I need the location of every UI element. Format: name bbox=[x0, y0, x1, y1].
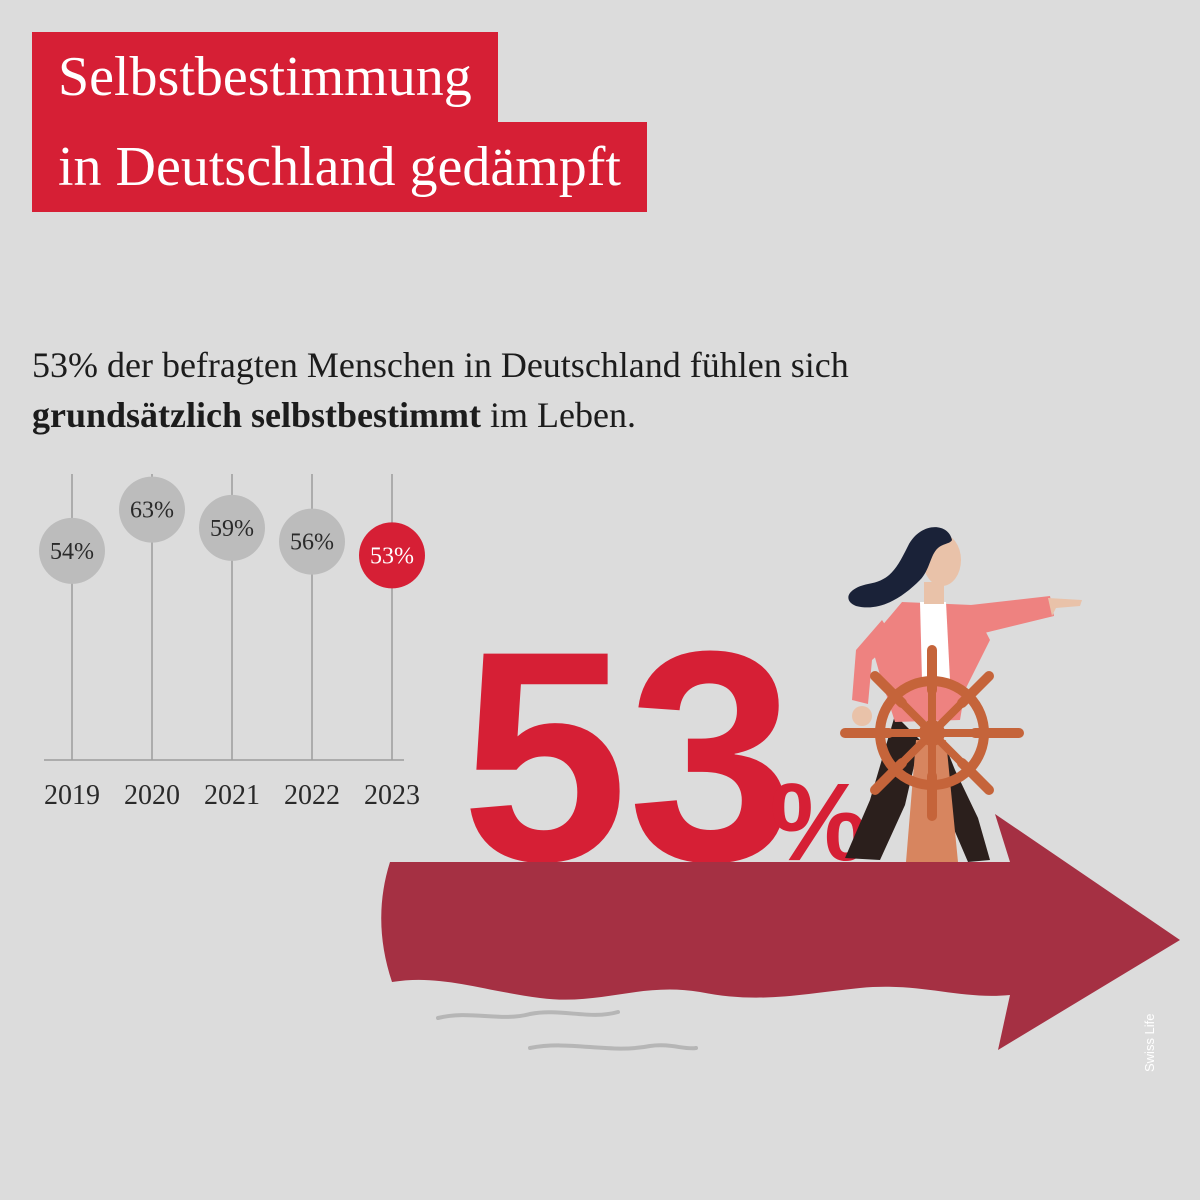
value-dot-2023 bbox=[359, 522, 425, 589]
value-label-2020: 63% bbox=[130, 498, 174, 524]
year-label-2021: 2021 bbox=[204, 780, 260, 811]
value-label-2021: 59% bbox=[210, 516, 254, 542]
water-lines bbox=[436, 1010, 698, 1051]
arrow-shape bbox=[381, 814, 1180, 1050]
title-line-2: in Deutschland gedämpft bbox=[32, 122, 647, 212]
yearly-dot-chart: 54% 2019 63% 2020 59% 2021 56% 2022 53% 2023 bbox=[39, 474, 425, 811]
value-dot-2019 bbox=[39, 517, 105, 584]
woman-at-helm-illustration bbox=[840, 527, 1082, 862]
value-label-2023: 53% bbox=[370, 543, 414, 569]
year-label-2019: 2019 bbox=[44, 780, 100, 811]
value-label-2022: 56% bbox=[290, 530, 334, 556]
brand-watermark: Swiss Life bbox=[1142, 1013, 1157, 1072]
subtitle-line-2: grundsätzlich selbstbestimmt im Leben. bbox=[32, 394, 636, 436]
value-label-2019: 54% bbox=[50, 539, 94, 565]
title-line-1: Selbstbestimmung bbox=[32, 32, 498, 122]
value-dot-2020 bbox=[119, 476, 185, 543]
subtitle-bold-phrase: grundsätzlich selbstbestimmt bbox=[32, 395, 481, 435]
value-dot-2021 bbox=[199, 494, 265, 561]
subtitle-line-1: 53% der befragten Menschen in Deutschlan… bbox=[32, 345, 849, 385]
year-label-2020: 2020 bbox=[124, 780, 180, 811]
subtitle-rest: im Leben. bbox=[481, 395, 636, 435]
year-label-2023: 2023 bbox=[364, 780, 420, 811]
value-dot-2022 bbox=[279, 508, 345, 575]
year-label-2022: 2022 bbox=[284, 780, 340, 811]
